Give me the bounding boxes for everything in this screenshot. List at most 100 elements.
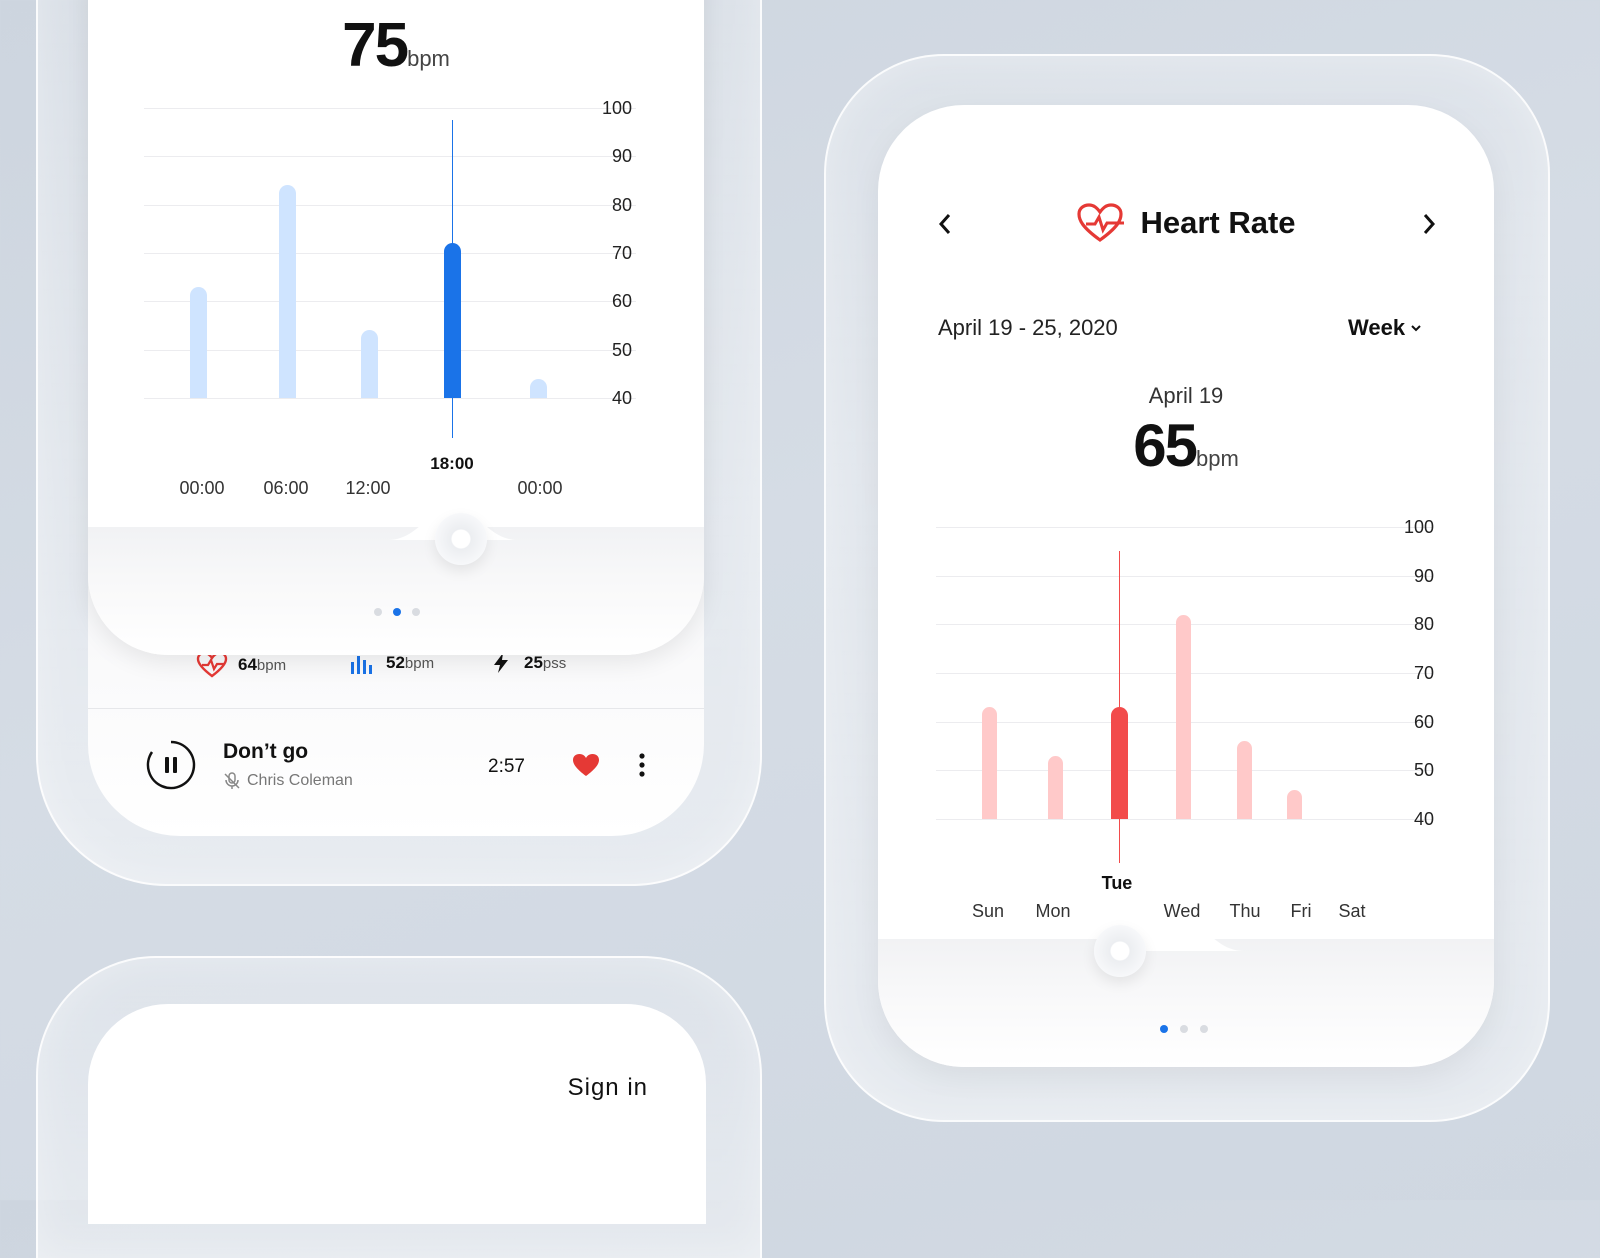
daily-chart: 100 90 80 70 60 50 40 18:00 00:00 06:00 12:00 00:00 xyxy=(88,0,704,520)
mic-off-icon xyxy=(223,772,241,790)
stat-value: 64 xyxy=(238,655,257,674)
x-label: 00:00 xyxy=(179,478,225,498)
bpm-unit: bpm xyxy=(407,46,450,71)
bpm-value: 65 xyxy=(1133,412,1198,479)
selected-bar xyxy=(443,243,461,398)
sign-in-link[interactable]: Sign in xyxy=(567,1074,648,1101)
stat-unit: bpm xyxy=(404,654,435,672)
weekly-chart: 100 90 80 70 60 50 40 Tue Sun Mon Wed Thu Fri Sat xyxy=(878,105,1494,925)
chart-bar xyxy=(529,378,547,398)
chart-bar xyxy=(1047,755,1063,819)
page-title: Heart Rate xyxy=(1140,205,1296,240)
stat-bars: 52 bpm xyxy=(350,652,434,674)
x-label-selected: 18:00 xyxy=(430,454,474,473)
selected-bar xyxy=(1110,707,1128,819)
current-bpm: 65bpm xyxy=(878,411,1494,480)
bar-chart-icon xyxy=(350,652,374,674)
selected-date: April 19 xyxy=(1148,383,1224,408)
next-button[interactable] xyxy=(1422,213,1436,235)
dock-area xyxy=(878,939,1494,1067)
x-label: Wed xyxy=(1163,901,1201,921)
track-artist: Chris Coleman xyxy=(247,772,353,789)
heart-pulse-icon xyxy=(1076,203,1126,243)
stat-heart: 64 bpm xyxy=(196,652,286,678)
pause-button[interactable] xyxy=(146,740,196,790)
pager-dot[interactable] xyxy=(1200,1025,1208,1033)
x-label: Mon xyxy=(1035,901,1071,921)
stat-value: 25 xyxy=(524,653,543,672)
bpm-value: 75 xyxy=(342,11,409,80)
left-bottom-screen: Sign in xyxy=(88,1004,706,1224)
y-tick-label: 50 xyxy=(611,339,632,360)
x-label: Sun xyxy=(971,901,1005,921)
period-value: Week xyxy=(1348,315,1406,340)
y-tick-label: 100 xyxy=(601,98,632,118)
chart-bar xyxy=(1175,614,1191,819)
x-label: 12:00 xyxy=(345,478,391,498)
y-tick-label: 90 xyxy=(611,146,632,167)
y-tick-label: 90 xyxy=(1413,565,1434,586)
stat-value: 52 xyxy=(386,653,405,672)
track-artist-row: Chris Coleman xyxy=(223,772,353,790)
y-tick-label: 60 xyxy=(611,291,632,312)
y-tick-label: 70 xyxy=(1413,663,1434,683)
y-tick-label: 50 xyxy=(1413,760,1434,781)
gridline xyxy=(144,398,636,399)
pause-icon xyxy=(146,740,196,790)
period-select[interactable]: Week xyxy=(1348,315,1421,341)
track-time: 2:57 xyxy=(488,756,525,777)
dock-area xyxy=(88,527,704,655)
x-label: Thu xyxy=(1229,901,1261,921)
y-tick-label: 80 xyxy=(1413,614,1434,635)
scroll-knob[interactable] xyxy=(435,513,487,565)
header-title: Heart Rate xyxy=(878,203,1494,243)
stat-unit: bpm xyxy=(256,656,287,674)
y-tick-label: 100 xyxy=(1403,517,1434,537)
chart-bar xyxy=(189,286,207,398)
gridline xyxy=(144,253,636,254)
chart-bar xyxy=(981,707,997,819)
gridline xyxy=(936,575,1432,577)
cursor-line xyxy=(1118,551,1120,863)
x-label: Fri xyxy=(1290,901,1312,921)
stat-stress: 25 pss xyxy=(492,652,566,674)
pager-dot[interactable] xyxy=(412,608,420,616)
y-tick-label: 60 xyxy=(1413,711,1434,732)
pager-dot-active[interactable] xyxy=(1160,1025,1168,1033)
y-tick-label: 80 xyxy=(611,194,632,215)
gridline xyxy=(144,204,636,206)
lightning-icon xyxy=(492,652,510,674)
current-bpm: 75bpm xyxy=(88,10,704,81)
gridline xyxy=(144,156,636,158)
bpm-unit: bpm xyxy=(1195,446,1239,471)
chart-bar xyxy=(1236,741,1252,819)
like-button[interactable] xyxy=(572,753,600,777)
heart-icon xyxy=(573,754,599,776)
x-label-selected: Tue xyxy=(1101,873,1133,893)
y-tick-label: 40 xyxy=(611,388,632,408)
heart-pulse-icon xyxy=(196,652,228,678)
dock-notch xyxy=(1114,911,1244,951)
chevron-left-icon xyxy=(938,214,951,234)
chevron-right-icon xyxy=(1423,214,1436,234)
gridline xyxy=(936,819,1432,820)
track-title: Don’t go xyxy=(223,740,309,763)
scroll-knob[interactable] xyxy=(1094,925,1146,977)
stats-row: 64 bpm 52 bpm 25 pss xyxy=(88,652,704,682)
pager-dot-active[interactable] xyxy=(393,608,401,616)
right-screen: Heart Rate April 19 - 25, 2020 Week Apri… xyxy=(878,105,1494,1067)
date-range: April 19 - 25, 2020 xyxy=(938,315,1118,340)
chevron-down-icon xyxy=(1411,324,1421,332)
pager-dot[interactable] xyxy=(374,608,382,616)
gridline xyxy=(144,301,636,303)
divider xyxy=(88,708,704,709)
gridline xyxy=(936,527,1432,528)
pager-dot[interactable] xyxy=(1180,1025,1188,1033)
y-tick-label: 70 xyxy=(611,243,632,263)
prev-button[interactable] xyxy=(938,213,952,235)
more-options-button[interactable] xyxy=(638,752,646,778)
chart-bar xyxy=(360,330,378,398)
x-label: 00:00 xyxy=(517,478,563,498)
chart-bar xyxy=(278,185,296,398)
stat-unit: pss xyxy=(542,654,567,672)
